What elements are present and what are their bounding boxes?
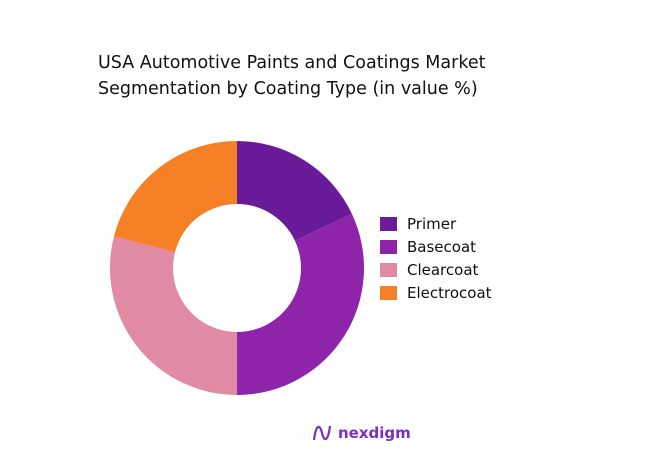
legend-swatch <box>380 262 397 277</box>
slice-basecoat <box>237 213 364 395</box>
legend-label: Clearcoat <box>407 260 479 279</box>
legend-item-basecoat: Basecoat <box>380 235 492 258</box>
logo-text: nexdigm <box>338 424 411 442</box>
legend-label: Electrocoat <box>407 283 492 302</box>
slice-clearcoat <box>109 236 237 395</box>
logo-wave-icon <box>312 425 332 441</box>
legend-item-electrocoat: Electrocoat <box>380 281 492 304</box>
legend-item-primer: Primer <box>380 212 492 235</box>
legend-label: Basecoat <box>407 237 477 256</box>
title-line-2: Segmentation by Coating Type (in value %… <box>98 79 478 99</box>
legend: Primer Basecoat Clearcoat Electrocoat <box>380 212 492 304</box>
legend-swatch <box>380 239 397 254</box>
nexdigm-logo: nexdigm <box>312 424 411 442</box>
slice-electrocoat <box>113 141 237 253</box>
legend-swatch <box>380 216 397 231</box>
chart-title: USA Automotive Paints and Coatings Marke… <box>98 50 485 102</box>
slice-primer <box>237 141 352 241</box>
legend-label: Primer <box>407 214 457 233</box>
title-line-1: USA Automotive Paints and Coatings Marke… <box>98 53 486 73</box>
legend-item-clearcoat: Clearcoat <box>380 258 492 281</box>
legend-swatch <box>380 285 397 300</box>
